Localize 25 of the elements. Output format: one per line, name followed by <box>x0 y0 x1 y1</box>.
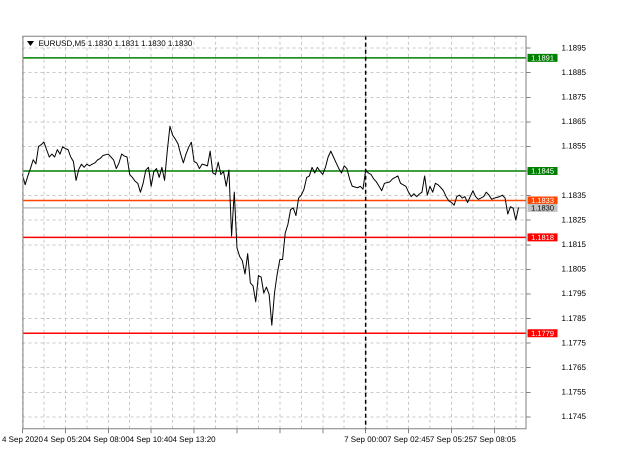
y-tick-label: 1.1815 <box>562 240 587 249</box>
y-tick-label: 1.1835 <box>562 190 587 200</box>
y-tick-label: 1.1865 <box>562 117 587 126</box>
x-tick-label: 7 Sep 00:00 <box>344 435 388 444</box>
x-tick-label: 7 Sep 05:25 <box>430 435 474 444</box>
y-tick-label: 1.1825 <box>562 215 587 224</box>
y-tick-label: 1.1765 <box>562 362 587 372</box>
chart-title: EURUSD,M5 1.1830 1.1831 1.1830 1.1830 <box>38 38 192 49</box>
y-tick-label: 1.1885 <box>562 68 587 77</box>
x-tick-label: 4 Sep 05:20 <box>44 435 88 444</box>
y-tick-label: 1.1755 <box>562 388 587 397</box>
x-tick-label: 7 Sep 08:05 <box>472 435 516 444</box>
x-tick-label: 7 Sep 02:45 <box>386 435 431 444</box>
y-tick-label: 1.1785 <box>562 314 587 323</box>
y-tick-label: 1.1875 <box>562 92 587 102</box>
x-tick-label: 4 Sep 08:00 <box>86 435 130 444</box>
x-tick-label: 4 Sep 10:40 <box>130 435 174 444</box>
y-tick-label: 1.1895 <box>562 43 587 52</box>
x-tick-label: 4 Sep 13:20 <box>172 435 216 444</box>
y-tick-label: 1.1775 <box>562 338 587 348</box>
y-tick-label: 1.1805 <box>562 264 587 274</box>
x-tick-label: 4 Sep 2020 <box>2 435 44 444</box>
y-tick-label: 1.1745 <box>562 412 587 422</box>
y-tick-label: 1.1795 <box>562 289 587 298</box>
y-tick-label: 1.1855 <box>562 142 587 151</box>
